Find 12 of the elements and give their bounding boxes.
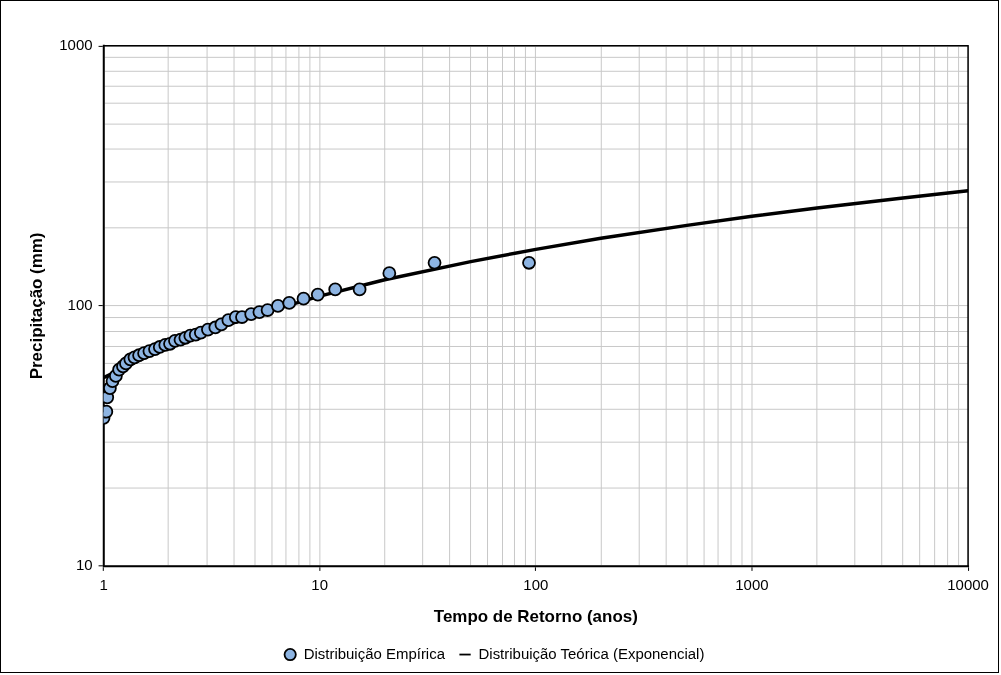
legend-label: Distribuição Empírica (303, 644, 446, 662)
y-tick-label: 1000 (59, 36, 93, 53)
x-tick-label: 10000 (947, 575, 989, 593)
y-tick-label: 10 (75, 556, 93, 574)
x-tick-label: 100 (523, 575, 549, 593)
x-axis-title: Tempo de Retorno (anos) (433, 606, 638, 626)
y-axis-title: Precipitação (mm) (26, 232, 46, 380)
x-tick-label: 10 (311, 575, 329, 593)
x-tick-label: 1 (99, 575, 108, 593)
x-tick-label: 1000 (735, 575, 769, 593)
legend-label: Distribuição Teórica (Exponencial) (478, 644, 705, 662)
y-tick-label: 100 (67, 296, 93, 314)
